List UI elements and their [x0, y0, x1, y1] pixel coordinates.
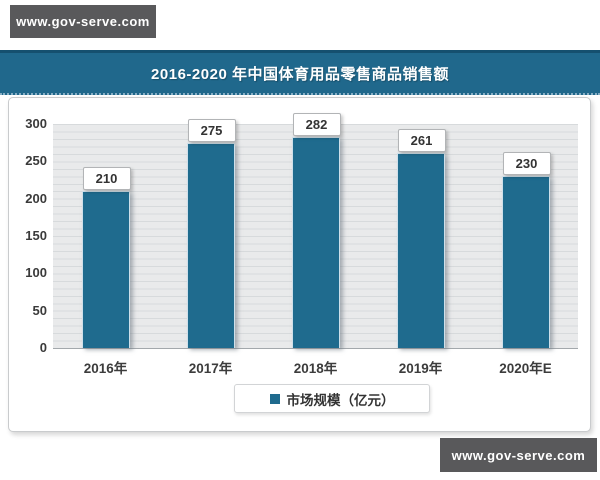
- chart-title-banner: 2016-2020 年中国体育用品零售商品销售额: [0, 50, 600, 95]
- bar: [291, 137, 340, 348]
- watermark-text-top: www.gov-serve.com: [16, 14, 150, 29]
- bar-value-label: 210: [82, 167, 131, 191]
- bar: [396, 153, 445, 348]
- legend-swatch-icon: [269, 393, 280, 404]
- chart-title: 2016-2020 年中国体育用品零售商品销售额: [151, 65, 449, 83]
- y-tick-label: 150: [25, 228, 47, 243]
- y-tick-label: 50: [32, 302, 47, 318]
- watermark-text-bottom: www.gov-serve.com: [451, 447, 586, 463]
- y-tick-label: 250: [25, 153, 47, 169]
- bar: [186, 142, 235, 348]
- chart-panel: 市场规模（亿元） 0 50 100 150 200 250 300 210 2016年 275 20…: [8, 97, 591, 432]
- y-tick-label: 100: [25, 265, 47, 281]
- bar-value-label: 261: [397, 129, 446, 153]
- x-axis-label: 2017年: [188, 361, 233, 376]
- y-tick-label: 200: [25, 190, 47, 206]
- watermark-badge-bottom: www.gov-serve.com: [440, 438, 597, 472]
- x-axis-label: 2016年: [83, 361, 128, 376]
- legend: 市场规模（亿元）: [234, 384, 430, 413]
- watermark-badge-top: www.gov-serve.com: [10, 5, 156, 38]
- bar: [501, 176, 550, 348]
- x-axis-label: 2019年: [398, 361, 443, 376]
- y-tick-label: 300: [25, 116, 47, 131]
- legend-label: 市场规模（亿元）: [286, 392, 395, 408]
- bar-value-label: 282: [292, 113, 341, 137]
- bar: [81, 191, 130, 348]
- x-axis-label: 2020年E: [499, 361, 552, 376]
- bar-value-label: 275: [187, 118, 236, 142]
- y-tick-label: 0: [39, 340, 47, 355]
- bar-value-label: 230: [502, 152, 551, 176]
- x-axis-label: 2018年: [293, 361, 338, 376]
